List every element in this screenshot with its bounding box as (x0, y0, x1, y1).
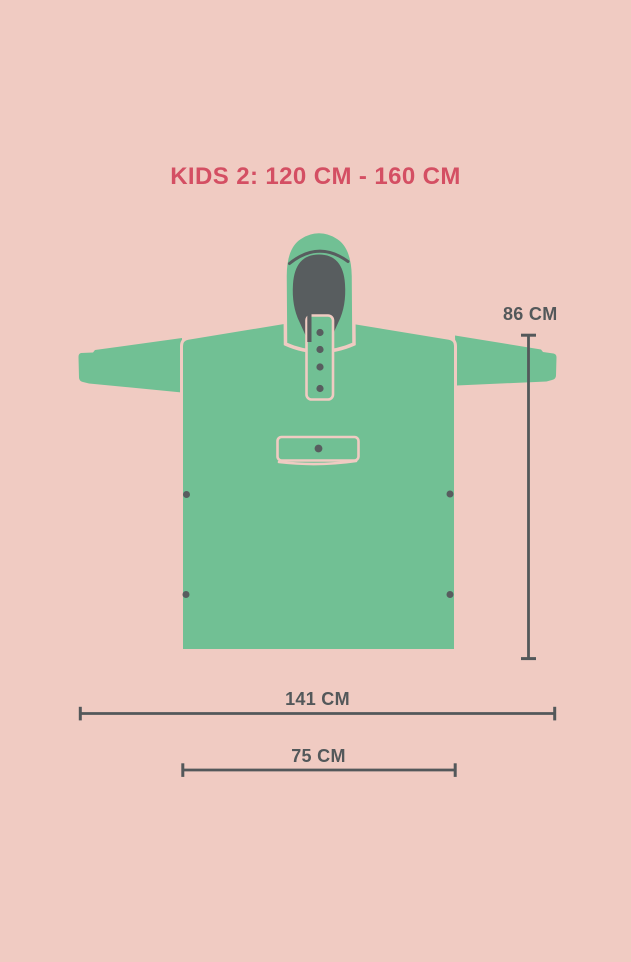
height-dimension-line (521, 333, 536, 661)
height-dimension-label: 86 CM (503, 304, 558, 324)
right-sleeve (455, 335, 557, 386)
side-snap (446, 591, 454, 598)
size-range-title: KIDS 2: 120 CM - 160 CM (170, 163, 461, 190)
poncho-illustration (78, 229, 557, 652)
side-snap (183, 491, 190, 498)
full-width-dimension-label: 141 CM (285, 689, 350, 709)
placket-button (316, 345, 324, 354)
pocket-flap-seam (277, 459, 358, 466)
side-snap (446, 490, 454, 498)
left-sleeve (78, 338, 182, 393)
button-placket (305, 314, 335, 401)
dimension-lines (78, 333, 557, 777)
full-width-dimension-line (78, 706, 557, 721)
body-width-dimension-label: 75 CM (291, 746, 346, 766)
placket-buttons (316, 328, 324, 393)
placket-button (316, 363, 324, 371)
body-width-dimension-line (181, 763, 457, 777)
placket-button (316, 328, 324, 337)
zipper-line (307, 312, 312, 342)
side-snaps (182, 490, 454, 598)
pocket-button (314, 444, 323, 453)
hood-brim-seam (288, 249, 350, 265)
placket-button (316, 384, 324, 393)
side-snap (182, 591, 190, 598)
